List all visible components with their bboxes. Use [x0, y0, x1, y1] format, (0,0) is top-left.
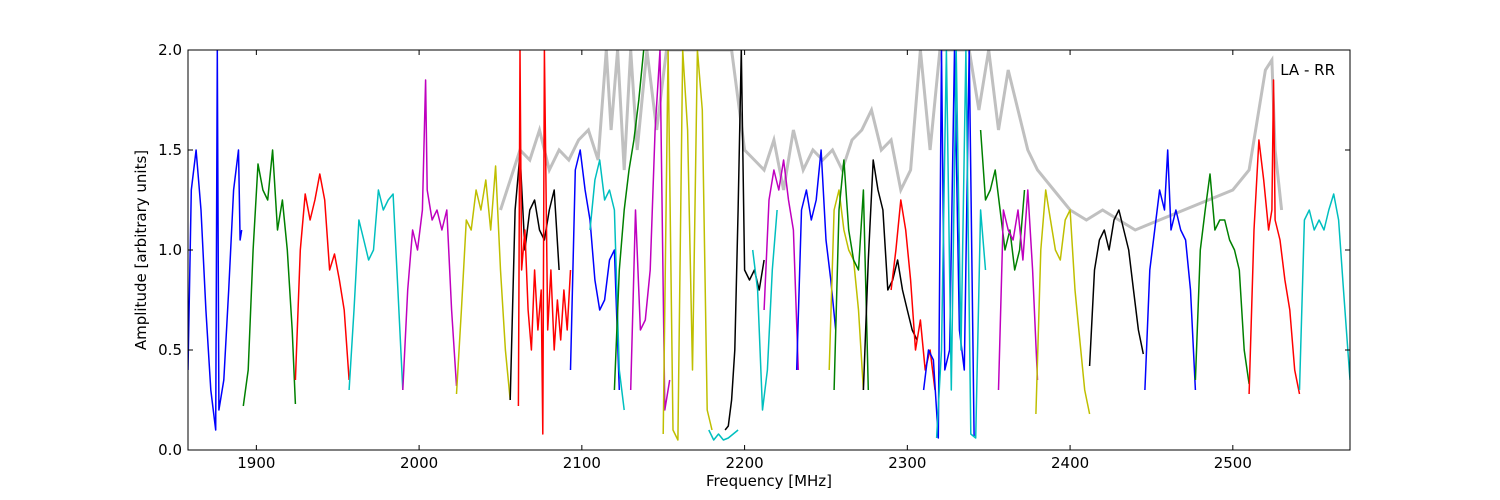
series-line-12	[629, 50, 671, 411]
plot-area	[188, 50, 1350, 441]
y-axis-label: Amplitude [arbitrary units]	[132, 150, 150, 350]
x-axis: 1900 2000 2100 2200 2300 2400 2500	[237, 50, 1252, 472]
series-group	[188, 50, 1350, 441]
series-line-14	[708, 429, 739, 441]
y-axis: 0.0 0.5 1.0 1.5 2.0	[158, 41, 1350, 459]
series-line-29	[1144, 149, 1197, 391]
series-line-2	[242, 149, 297, 407]
series-line-16	[751, 209, 778, 411]
y-tick-label: 0.5	[158, 341, 182, 359]
series-line-11	[613, 50, 645, 391]
series-line-28	[1088, 209, 1145, 367]
series-line-21	[862, 159, 918, 391]
series-line-27	[1035, 189, 1091, 415]
x-tick-label: 2400	[1051, 454, 1089, 472]
series-line-32	[1298, 193, 1350, 391]
series-line-30	[1194, 173, 1250, 385]
x-tick-label: 2300	[888, 454, 926, 472]
series-line-1	[188, 50, 243, 431]
x-tick-label: 2000	[400, 454, 438, 472]
x-tick-label: 2100	[563, 454, 601, 472]
x-tick-label: 2500	[1214, 454, 1252, 472]
series-line-7	[509, 153, 560, 401]
series-line-4	[348, 189, 404, 391]
y-tick-label: 1.5	[158, 141, 182, 159]
series-line-8	[517, 50, 572, 435]
series-line-20	[833, 159, 870, 391]
plot-frame	[187, 49, 1351, 451]
series-line-6	[455, 165, 511, 401]
series-line-22	[890, 199, 936, 391]
series-line-23	[922, 50, 975, 439]
series-line-31	[1248, 79, 1301, 395]
grey-envelope-line	[499, 50, 1284, 232]
series-line-3	[294, 173, 350, 381]
y-tick-label: 1.0	[158, 241, 182, 259]
x-axis-label: Frequency [MHz]	[706, 472, 832, 490]
series-line-10	[589, 159, 625, 411]
series-line-15	[724, 50, 765, 431]
series-line-9	[569, 149, 621, 391]
chart-annotation: LA - RR	[1280, 61, 1335, 79]
y-tick-label: 0.0	[158, 441, 182, 459]
series-line-24	[935, 50, 987, 439]
x-tick-label: 1900	[237, 454, 275, 472]
x-tick-label: 2200	[725, 454, 763, 472]
series-line-18	[795, 149, 837, 371]
grey-envelope	[499, 50, 1284, 232]
series-line-13	[662, 50, 713, 441]
series-line-26	[997, 189, 1039, 391]
series-line-17	[763, 159, 800, 371]
y-tick-label: 2.0	[158, 41, 182, 59]
series-line-19	[828, 189, 865, 391]
series-line-5	[402, 79, 458, 391]
